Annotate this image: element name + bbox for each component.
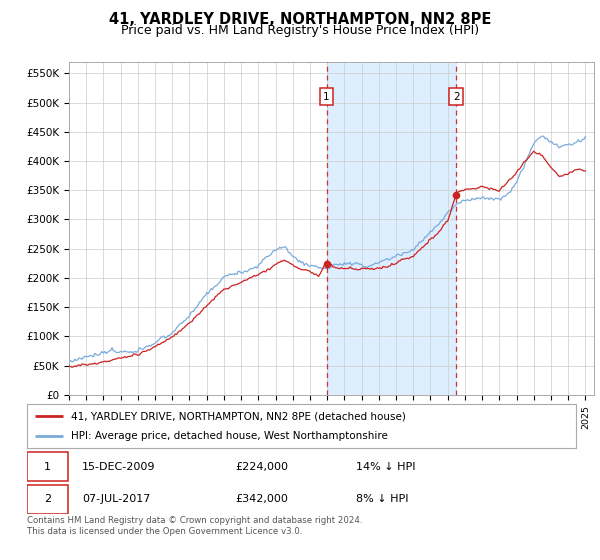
FancyBboxPatch shape — [27, 485, 68, 514]
Text: 1: 1 — [323, 92, 330, 102]
Text: 14% ↓ HPI: 14% ↓ HPI — [356, 461, 416, 472]
Text: Contains HM Land Registry data © Crown copyright and database right 2024.
This d: Contains HM Land Registry data © Crown c… — [27, 516, 362, 536]
Text: 07-JUL-2017: 07-JUL-2017 — [82, 494, 150, 505]
Text: 41, YARDLEY DRIVE, NORTHAMPTON, NN2 8PE: 41, YARDLEY DRIVE, NORTHAMPTON, NN2 8PE — [109, 12, 491, 27]
Text: HPI: Average price, detached house, West Northamptonshire: HPI: Average price, detached house, West… — [71, 431, 388, 441]
Text: 8% ↓ HPI: 8% ↓ HPI — [356, 494, 409, 505]
Text: Price paid vs. HM Land Registry's House Price Index (HPI): Price paid vs. HM Land Registry's House … — [121, 24, 479, 37]
Text: 2: 2 — [44, 494, 51, 505]
Bar — [326, 62, 456, 395]
Text: 41, YARDLEY DRIVE, NORTHAMPTON, NN2 8PE (detached house): 41, YARDLEY DRIVE, NORTHAMPTON, NN2 8PE … — [71, 411, 406, 421]
Text: £342,000: £342,000 — [236, 494, 289, 505]
Text: 15-DEC-2009: 15-DEC-2009 — [82, 461, 155, 472]
Text: 2: 2 — [453, 92, 460, 102]
FancyBboxPatch shape — [27, 452, 68, 480]
Text: 1: 1 — [44, 461, 51, 472]
Text: £224,000: £224,000 — [236, 461, 289, 472]
